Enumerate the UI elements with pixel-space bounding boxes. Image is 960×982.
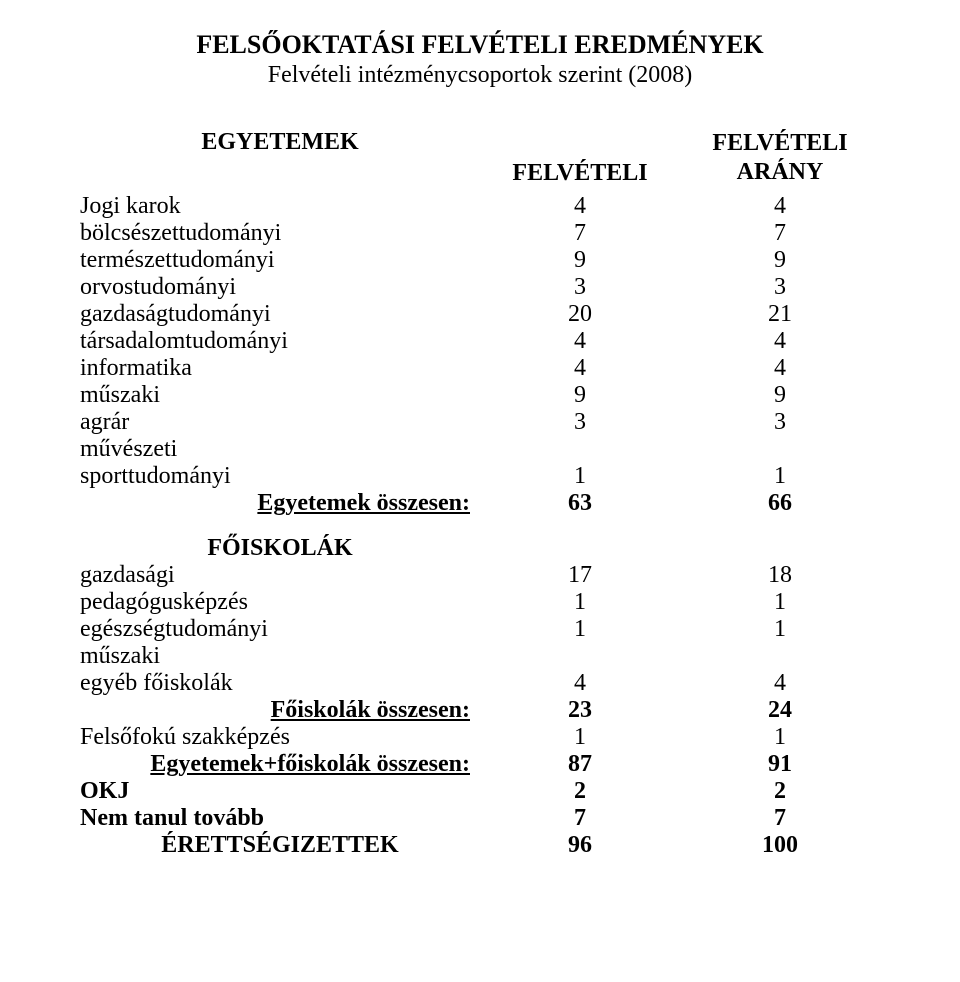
row-value-1: 9 (480, 382, 680, 409)
table-row: agrár 3 3 (80, 409, 880, 436)
row-value-1: 9 (480, 247, 680, 274)
row-value-2: 1 (680, 589, 880, 616)
column-header-arany-line2: ARÁNY (680, 158, 880, 187)
row-label: agrár (80, 409, 480, 436)
row-value-2: 4 (680, 670, 880, 697)
okj-v2: 2 (680, 778, 880, 805)
universities-total-label: Egyetemek összesen: (80, 490, 480, 517)
row-value-2: 1 (680, 463, 880, 490)
row-value-1: 3 (480, 409, 680, 436)
table-row: informatika 4 4 (80, 355, 880, 382)
row-value-2: 21 (680, 301, 880, 328)
table-row: egyéb főiskolák 4 4 (80, 670, 880, 697)
row-label: orvostudományi (80, 274, 480, 301)
table-row: társadalomtudományi 4 4 (80, 328, 880, 355)
column-header-arany-line1: FELVÉTELI (680, 129, 880, 158)
table-row: természettudományi 9 9 (80, 247, 880, 274)
colleges-total-label: Főiskolák összesen: (80, 697, 480, 724)
section-header-row: FŐISKOLÁK (80, 535, 880, 562)
row-value-2: 3 (680, 409, 880, 436)
row-label: műszaki (80, 643, 480, 670)
nemtanul-row: Nem tanul tovább 7 7 (80, 805, 880, 832)
nemtanul-label: Nem tanul tovább (80, 805, 480, 832)
row-value-2: 3 (680, 274, 880, 301)
okj-v1: 2 (480, 778, 680, 805)
table-row: gazdasági 17 18 (80, 562, 880, 589)
row-value-1: 1 (480, 724, 680, 751)
table-row: egészségtudományi 1 1 (80, 616, 880, 643)
row-value-2: 4 (680, 193, 880, 220)
row-value-1: 3 (480, 274, 680, 301)
row-value-1: 1 (480, 589, 680, 616)
grand-total-label: Egyetemek+főiskolák összesen: (80, 751, 480, 778)
colleges-total-v2: 24 (680, 697, 880, 724)
nemtanul-v2: 7 (680, 805, 880, 832)
row-value-2: 9 (680, 382, 880, 409)
colleges-total-row: Főiskolák összesen: 23 24 (80, 697, 880, 724)
row-label: egyéb főiskolák (80, 670, 480, 697)
table-row: orvostudományi 3 3 (80, 274, 880, 301)
section-header-colleges: FŐISKOLÁK (80, 535, 480, 562)
nemtanul-v1: 7 (480, 805, 680, 832)
table-row: bölcsészettudományi 7 7 (80, 220, 880, 247)
row-label: Jogi karok (80, 193, 480, 220)
row-value-1: 20 (480, 301, 680, 328)
page-title: FELSŐOKTATÁSI FELVÉTELI EREDMÉNYEK (50, 30, 910, 60)
row-value-2: 18 (680, 562, 880, 589)
row-value-2: 4 (680, 355, 880, 382)
row-label: gazdaságtudományi (80, 301, 480, 328)
table-row: sporttudományi 1 1 (80, 463, 880, 490)
page-subtitle: Felvételi intézménycsoportok szerint (20… (50, 62, 910, 89)
row-label: Felsőfokú szakképzés (80, 724, 480, 751)
table-row: műszaki 9 9 (80, 382, 880, 409)
row-value-1: 7 (480, 220, 680, 247)
row-value-2: 9 (680, 247, 880, 274)
row-label: társadalomtudományi (80, 328, 480, 355)
table-header: EGYETEMEK FELVÉTELI FELVÉTELI ARÁNY (80, 129, 880, 187)
row-label: sporttudományi (80, 463, 480, 490)
row-label: gazdasági (80, 562, 480, 589)
row-label: természettudományi (80, 247, 480, 274)
table-row: Jogi karok 4 4 (80, 193, 880, 220)
grand-total-v1: 87 (480, 751, 680, 778)
row-label: műszaki (80, 382, 480, 409)
row-label: informatika (80, 355, 480, 382)
row-value-2: 1 (680, 724, 880, 751)
okj-label: OKJ (80, 778, 480, 805)
universities-total-v2: 66 (680, 490, 880, 517)
row-value-1: 4 (480, 670, 680, 697)
erettsegi-v2: 100 (680, 832, 880, 859)
row-value-1: 4 (480, 193, 680, 220)
row-value-2: 1 (680, 616, 880, 643)
row-value-1: 1 (480, 616, 680, 643)
table-row: műszaki (80, 643, 880, 670)
section-header-universities: EGYETEMEK (80, 129, 480, 187)
row-value-1: 17 (480, 562, 680, 589)
grand-total-v2: 91 (680, 751, 880, 778)
row-label: művészeti (80, 436, 480, 463)
table-row: gazdaságtudományi 20 21 (80, 301, 880, 328)
table-row: művészeti (80, 436, 880, 463)
data-table: EGYETEMEK FELVÉTELI FELVÉTELI ARÁNY Jogi… (80, 129, 880, 859)
table-row: pedagógusképzés 1 1 (80, 589, 880, 616)
colleges-total-v1: 23 (480, 697, 680, 724)
column-header-arany: FELVÉTELI ARÁNY (680, 129, 880, 187)
row-label: egészségtudományi (80, 616, 480, 643)
row-label: pedagógusképzés (80, 589, 480, 616)
row-value-1: 4 (480, 355, 680, 382)
universities-total-v1: 63 (480, 490, 680, 517)
row-value-2: 4 (680, 328, 880, 355)
row-label: bölcsészettudományi (80, 220, 480, 247)
erettsegi-row: ÉRETTSÉGIZETTEK 96 100 (80, 832, 880, 859)
erettsegi-label: ÉRETTSÉGIZETTEK (80, 832, 480, 859)
grand-total-row: Egyetemek+főiskolák összesen: 87 91 (80, 751, 880, 778)
erettsegi-v1: 96 (480, 832, 680, 859)
row-value-1: 1 (480, 463, 680, 490)
universities-total-row: Egyetemek összesen: 63 66 (80, 490, 880, 517)
table-row: Felsőfokú szakképzés 1 1 (80, 724, 880, 751)
column-header-felveteli: FELVÉTELI (480, 160, 680, 187)
row-value-2: 7 (680, 220, 880, 247)
okj-row: OKJ 2 2 (80, 778, 880, 805)
row-value-1: 4 (480, 328, 680, 355)
